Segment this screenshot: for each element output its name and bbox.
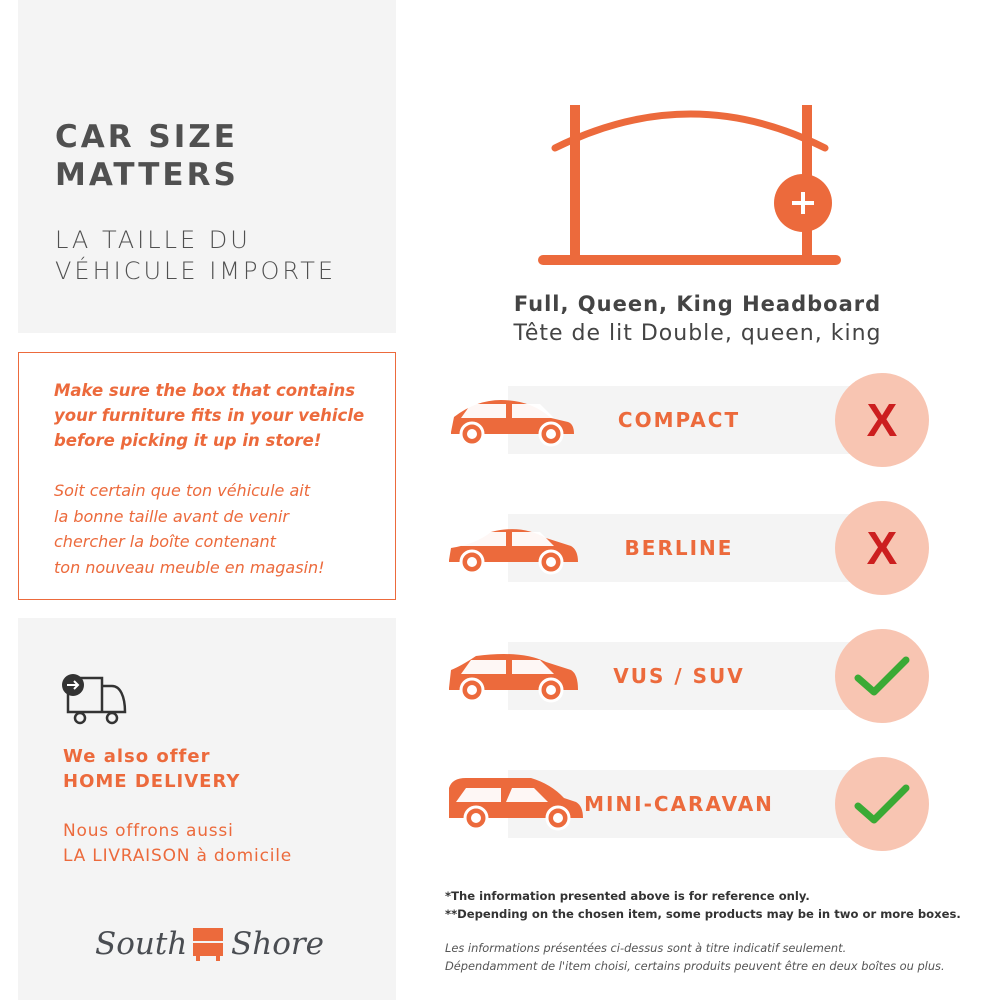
vehicle-label-bar: BERLINE <box>508 514 850 582</box>
delivery-en: We also offer HOME DELIVERY <box>63 744 240 794</box>
x-icon: X <box>866 394 898 446</box>
fit-indicator <box>835 629 929 723</box>
footnotes-fr: Les informations présentées ci-dessus so… <box>445 939 945 975</box>
notice-box <box>18 352 396 600</box>
title-en: CAR SIZE MATTERS <box>55 119 239 193</box>
footnotes-en: *The information presented above is for … <box>445 887 961 923</box>
fit-indicator <box>835 757 929 851</box>
check-icon <box>854 784 910 824</box>
delivery-fr-line1: Nous offrons aussi <box>63 821 234 841</box>
vehicle-label: VUS / SUV <box>613 664 745 688</box>
delivery-en-line2: HOME DELIVERY <box>63 771 241 792</box>
check-icon <box>854 656 910 696</box>
headboard-icon <box>538 105 841 265</box>
delivery-truck-icon <box>62 674 127 725</box>
product-name-en: Full, Queen, King Headboard <box>513 292 882 316</box>
notice-en: Make sure the box that contains your fur… <box>54 381 365 450</box>
title-panel <box>18 0 396 333</box>
notice-fr: Soit certain que ton véhicule ait la bon… <box>54 481 325 577</box>
x-icon: X <box>866 522 898 574</box>
footnote-fr-1: Les informations présentées ci-dessus so… <box>445 941 847 955</box>
delivery-fr: Nous offrons aussi LA LIVRAISON à domicil… <box>63 819 292 869</box>
delivery-fr-line2: LA LIVRAISON à domicile <box>63 846 293 866</box>
south-shore-logo: South Shore <box>95 920 325 965</box>
svg-text:South: South <box>95 926 187 962</box>
vehicle-label: BERLINE <box>624 536 734 560</box>
footnote-en-2: **Depending on the chosen item, some pro… <box>445 907 961 921</box>
vehicle-label: COMPACT <box>617 408 741 432</box>
compact-car-icon <box>451 400 574 447</box>
minivan-icon <box>449 778 583 831</box>
vehicle-label: MINI-CARAVAN <box>584 792 774 816</box>
sedan-car-icon <box>449 529 578 575</box>
fit-indicator: X <box>835 373 929 467</box>
delivery-en-line1: We also offer <box>63 746 211 767</box>
svg-text:Shore: Shore <box>231 926 324 962</box>
suv-car-icon <box>449 654 578 703</box>
fit-indicator: X <box>835 501 929 595</box>
footnote-fr-2: Dépendamment de l'item choisi, certains … <box>445 959 945 973</box>
title-fr: LA TAILLE DU VÉHICULE IMPORTE <box>55 226 337 285</box>
vehicle-label-bar: COMPACT <box>508 386 850 454</box>
footnote-en-1: *The information presented above is for … <box>445 889 810 903</box>
product-name-fr: Tête de lit Double, queen, king <box>513 321 882 346</box>
